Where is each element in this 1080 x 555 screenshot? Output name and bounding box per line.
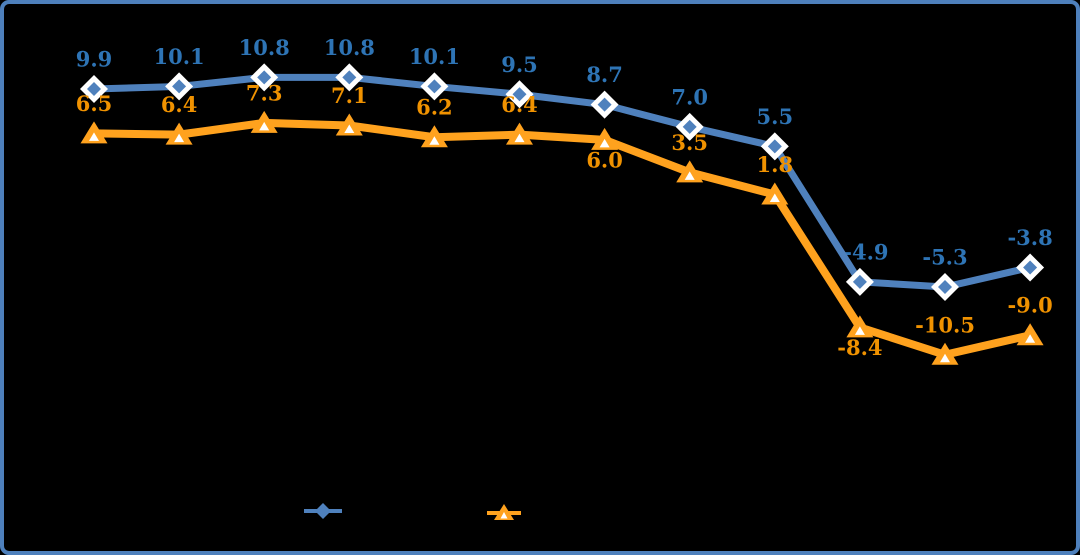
triangle-marker-inner bbox=[89, 132, 99, 141]
diamond-marker-icon bbox=[597, 97, 612, 112]
data-label: 6.2 bbox=[416, 95, 453, 120]
data-label: 6.0 bbox=[586, 147, 623, 172]
data-label: -4.9 bbox=[843, 239, 888, 264]
data-label: 7.1 bbox=[331, 83, 368, 108]
orange-triangle-series-line bbox=[90, 118, 1035, 359]
data-label: 10.8 bbox=[324, 35, 375, 60]
diamond-marker-icon bbox=[172, 79, 187, 94]
triangle-marker-inner bbox=[854, 326, 865, 335]
triangle-marker-inner bbox=[344, 124, 355, 134]
legend-triangle-inner bbox=[500, 512, 508, 519]
diamond-marker-icon bbox=[852, 274, 867, 289]
diamond-marker-icon bbox=[87, 82, 101, 97]
data-label: 1.8 bbox=[757, 152, 794, 177]
triangle-marker-inner bbox=[259, 121, 270, 131]
data-label: 7.0 bbox=[671, 84, 708, 109]
data-label: 6.4 bbox=[161, 92, 198, 117]
data-label: -3.8 bbox=[1007, 225, 1052, 250]
triangle-marker-inner bbox=[684, 171, 695, 180]
triangle-marker-inner bbox=[599, 138, 610, 148]
data-label: 5.5 bbox=[757, 104, 794, 129]
data-label: -8.4 bbox=[837, 335, 882, 360]
data-label: -5.3 bbox=[922, 245, 967, 270]
data-label: 6.4 bbox=[501, 92, 538, 117]
triangle-marker-inner bbox=[769, 193, 780, 203]
data-label: 3.5 bbox=[671, 130, 708, 155]
diamond-marker-icon bbox=[257, 70, 272, 85]
data-label: 10.1 bbox=[154, 44, 205, 69]
diamond-marker-icon bbox=[1023, 260, 1038, 275]
data-label: 7.3 bbox=[246, 80, 283, 105]
triangle-marker-inner bbox=[1025, 334, 1036, 343]
data-label: 9.9 bbox=[76, 47, 113, 72]
triangle-marker-inner bbox=[429, 136, 440, 145]
data-label: 6.5 bbox=[76, 91, 113, 116]
diamond-marker-icon bbox=[342, 70, 357, 85]
triangle-marker-inner bbox=[174, 133, 185, 143]
triangle-marker-icon bbox=[335, 113, 363, 136]
blue-diamond-series-line bbox=[90, 73, 1034, 291]
data-label: 8.7 bbox=[586, 62, 623, 87]
diamond-marker-icon bbox=[767, 139, 782, 154]
legend-diamond-marker-icon bbox=[315, 503, 331, 519]
data-label: 10.1 bbox=[409, 44, 460, 69]
data-label: 9.5 bbox=[501, 52, 538, 77]
dual-series-line-chart: -4.9 9.9 10.1 10.8 10.8 10.1 9.5 8.7 7.0 5.5 -5.3 -… bbox=[76, 35, 1053, 520]
diamond-marker-icon bbox=[427, 79, 442, 94]
diamond-marker-icon bbox=[512, 87, 527, 102]
triangle-marker-inner bbox=[514, 133, 525, 143]
diamond-marker-icon bbox=[682, 119, 697, 134]
triangle-marker-inner bbox=[940, 353, 950, 363]
data-label: -9.0 bbox=[1007, 293, 1052, 318]
data-label: -10.5 bbox=[915, 312, 975, 337]
data-label: 10.8 bbox=[239, 35, 290, 60]
diamond-marker-icon bbox=[938, 280, 952, 295]
